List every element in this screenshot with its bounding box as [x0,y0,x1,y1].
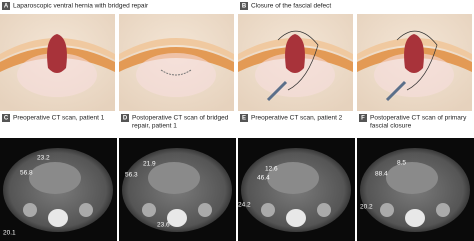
panel-letter: B [242,4,247,10]
ct-kidney [436,203,450,217]
ct-bowel [148,162,200,194]
ct-vertebra [405,209,425,227]
panel-caption: repair, patient 1 [132,123,177,130]
ct-vertebra [286,209,306,227]
measurement: 8.5 [397,160,406,167]
ct-kidney [23,203,37,217]
measurement: 12.6 [265,166,278,173]
illustrations [0,14,472,111]
ct-kidney [380,203,394,217]
abdominal-wall [238,47,353,72]
panel-letter-box [2,114,10,122]
measurement: 20.1 [3,230,16,237]
suture [277,30,319,91]
ct-kidney [261,203,275,217]
panel-letter: E [242,116,246,122]
panel-caption: Preoperative CT scan, patient 2 [251,115,343,122]
panel-letter-box [240,2,248,10]
ct-bowel [386,162,438,194]
panel-caption: Postoperative CT scan of bridged [132,115,229,122]
ct-vertebra [167,209,187,227]
skin-layer [357,38,472,60]
skin-layer [119,38,234,60]
ct-kidney [79,203,93,217]
instrument [266,80,288,102]
measurement: 21.9 [143,161,156,168]
panel-caption: Postoperative CT scan of primary [370,115,467,122]
panel-letter-box [121,114,129,122]
measurement: 23.2 [37,155,50,162]
panel-caption: Preoperative CT scan, patient 1 [13,115,105,122]
measurement: 46.4 [257,175,270,182]
panel-letter: D [123,116,128,122]
hernia-sac [285,34,305,73]
ct-kidney [198,203,212,217]
panel-letter-box [2,2,10,10]
panel-caption: fascial closure [370,123,412,130]
peritoneum [17,53,97,97]
measurement: 24.2 [238,202,251,209]
panel-caption: Closure of the fascial defect [251,3,331,10]
measurement: 56.8 [20,170,33,177]
panel-caption: Laparoscopic ventral hernia with bridged… [13,3,149,10]
hernia-sac [404,34,424,73]
ct-scans: 23.2 56.8 20.1 21.9 56.3 23.6 12.6 46.4 24.2 8.5 8… [0,138,474,241]
measurement: 56.3 [125,172,138,179]
abdominal-wall [119,47,234,72]
skin-layer [238,38,353,60]
suture [396,30,438,91]
hernia-sac [47,34,67,73]
measurement: 20.2 [360,204,373,211]
ct-bowel [267,162,319,194]
ct-kidney [317,203,331,217]
panel-letter: C [4,116,9,122]
abdominal-wall [357,47,472,72]
measurement: 88.4 [375,171,388,178]
panel-letter: A [4,4,9,10]
ct-bowel [29,162,81,194]
measurement: 23.6 [157,222,170,229]
peritoneum [374,53,454,97]
instrument [385,80,407,102]
panel-letter: F [361,116,365,122]
mesh [160,69,192,76]
peritoneum [255,53,335,97]
ct-vertebra [48,209,68,227]
abdominal-wall [0,47,115,72]
skin-layer [0,38,115,60]
panel-letter-box [359,114,367,122]
ct-kidney [142,203,156,217]
panel-letter-box [240,114,248,122]
